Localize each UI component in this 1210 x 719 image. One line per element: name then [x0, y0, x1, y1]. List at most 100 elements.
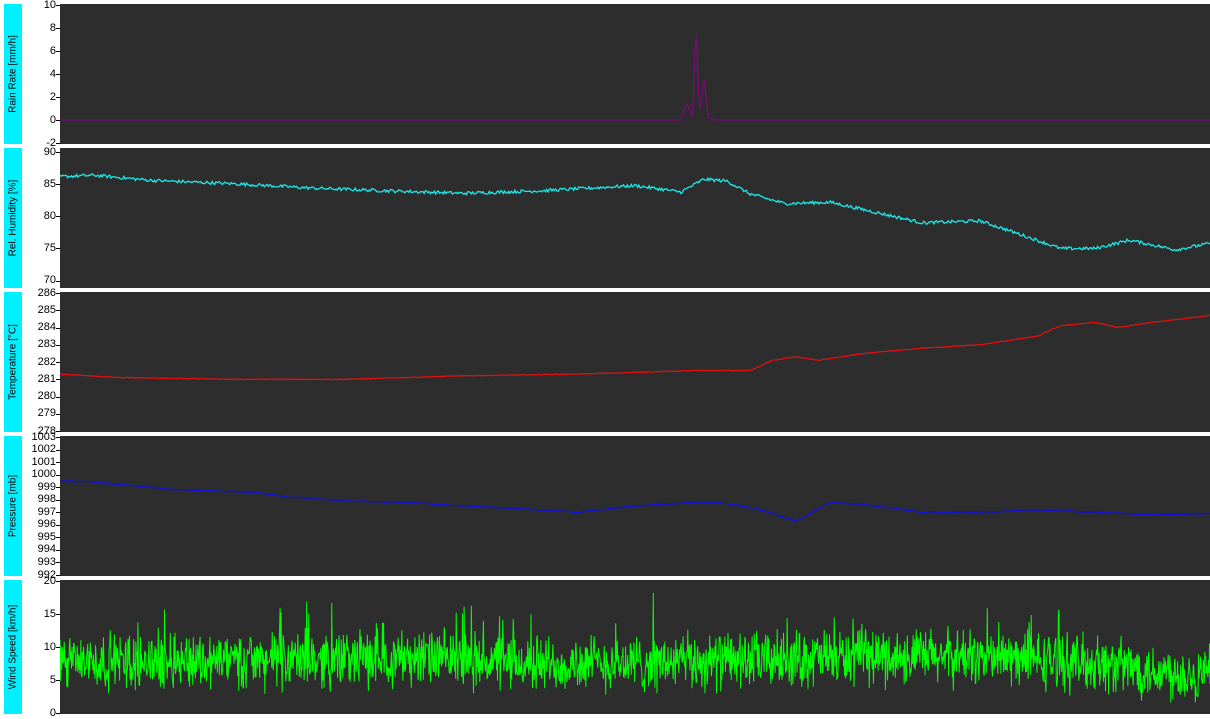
- y-axis-label-box: Pressure [mb]: [4, 436, 22, 576]
- plot-area: [60, 148, 1210, 288]
- y-axis-ticks: 70 75 80 85 90: [22, 145, 60, 288]
- y-tick-mark: [56, 310, 60, 312]
- plot-background: [60, 292, 1210, 432]
- y-tick-label: 998: [37, 493, 56, 506]
- y-tick-label: 15: [43, 607, 56, 620]
- plot-area: [60, 4, 1210, 144]
- plot-area: [60, 436, 1210, 576]
- y-tick-label: 10: [43, 640, 56, 653]
- y-tick-label: 993: [37, 555, 56, 568]
- y-tick-mark: [56, 549, 60, 551]
- y-tick-label: 282: [37, 355, 56, 368]
- y-tick-mark: [56, 413, 60, 415]
- y-tick-label: 6: [49, 44, 56, 57]
- plot-area: [60, 580, 1210, 714]
- y-tick-mark: [56, 293, 60, 294]
- y-tick-label: 90: [43, 145, 56, 158]
- y-tick-label: 75: [43, 241, 56, 254]
- y-tick-mark: [56, 379, 60, 381]
- series-line: [60, 592, 1210, 703]
- y-tick-label: 999: [37, 480, 56, 493]
- y-tick-label: 10: [43, 0, 56, 11]
- y-tick-label: 1001: [31, 455, 56, 468]
- y-tick-label: 997: [37, 505, 56, 518]
- y-tick-label: 278: [37, 424, 56, 437]
- wind-speed-panel: Wind Speed [km/h] 0 5 10 15 20: [0, 575, 1210, 718]
- y-tick-mark: [56, 647, 60, 648]
- y-tick-label: 8: [49, 21, 56, 34]
- y-tick-mark: [56, 152, 60, 154]
- y-tick-mark: [56, 614, 60, 615]
- y-tick-label: 0: [49, 706, 56, 719]
- y-tick-mark: [56, 28, 60, 29]
- y-axis-label: Wind Speed [km/h]: [7, 604, 19, 690]
- y-tick-label: 5: [49, 673, 56, 686]
- y-axis-label-box: Rel. Humidity [%]: [4, 148, 22, 288]
- y-tick-mark: [56, 437, 60, 438]
- y-tick-mark: [56, 499, 60, 501]
- y-tick-mark: [56, 5, 60, 6]
- series-line: [60, 173, 1210, 252]
- y-tick-label: 283: [37, 338, 56, 351]
- y-tick-mark: [56, 680, 60, 681]
- temperature-panel: Temperature [°C] 278 279 280 281 282 283 284 285…: [0, 287, 1210, 436]
- y-axis-label: Rel. Humidity [%]: [7, 179, 19, 257]
- y-tick-mark: [56, 562, 60, 564]
- y-tick-mark: [56, 431, 60, 432]
- y-tick-mark: [56, 327, 60, 329]
- plot-background: [60, 4, 1210, 144]
- y-tick-mark: [56, 512, 60, 514]
- y-tick-mark: [56, 487, 60, 489]
- plot-area: [60, 292, 1210, 432]
- y-axis-ticks: 278 279 280 281 282 283 284 285 286: [22, 287, 60, 436]
- y-tick-label: 281: [37, 372, 56, 385]
- y-tick-label: 284: [37, 321, 56, 333]
- y-tick-label: 1002: [31, 443, 56, 456]
- series-line: [60, 479, 1210, 522]
- y-tick-mark: [56, 362, 60, 363]
- y-axis-ticks: -2 0 2 4 6 8 10: [22, 0, 60, 148]
- y-tick-mark: [56, 280, 60, 282]
- y-tick-mark: [56, 344, 60, 346]
- rain-rate-panel: Rain Rate [mm/h] -2 0 2 4 6 8 10: [0, 0, 1210, 148]
- y-tick-label: 285: [37, 303, 56, 316]
- plot-background: [60, 148, 1210, 288]
- y-tick-label: 1000: [31, 468, 56, 481]
- y-tick-mark: [56, 51, 60, 52]
- y-tick-label: 4: [49, 67, 56, 80]
- y-tick-mark: [56, 524, 60, 526]
- series-line: [60, 35, 1210, 121]
- y-tick-label: 0: [49, 113, 56, 126]
- y-tick-label: -2: [46, 136, 56, 149]
- y-tick-mark: [56, 248, 60, 250]
- y-tick-label: 996: [37, 518, 56, 531]
- y-tick-mark: [56, 462, 60, 464]
- y-tick-label: 85: [43, 177, 56, 190]
- y-axis-label: Rain Rate [mm/h]: [7, 35, 19, 113]
- y-tick-label: 992: [37, 568, 56, 581]
- y-tick-label: 80: [43, 209, 56, 222]
- y-tick-mark: [56, 396, 60, 398]
- series-line: [60, 314, 1210, 381]
- y-tick-mark: [56, 474, 60, 476]
- y-axis-label: Temperature [°C]: [7, 324, 19, 400]
- y-tick-label: 994: [37, 543, 56, 556]
- y-tick-label: 279: [37, 407, 56, 420]
- y-tick-label: 20: [43, 574, 56, 587]
- y-tick-label: 280: [37, 390, 56, 402]
- y-axis-label: Pressure [mb]: [7, 474, 19, 538]
- pressure-panel: Pressure [mb] 992 993 994 995 996 997 998 999 100…: [0, 431, 1210, 580]
- y-tick-mark: [56, 216, 60, 218]
- y-axis-label-box: Wind Speed [km/h]: [4, 580, 22, 714]
- y-tick-mark: [56, 537, 60, 539]
- y-tick-label: 286: [37, 286, 56, 299]
- y-tick-mark: [56, 143, 60, 144]
- y-tick-label: 995: [37, 530, 56, 543]
- humidity-panel: Rel. Humidity [%] 70 75 80 85 90: [0, 145, 1210, 288]
- y-tick-mark: [56, 74, 60, 75]
- y-tick-mark: [56, 120, 60, 121]
- y-tick-label: 70: [43, 274, 56, 287]
- y-axis-label-box: Temperature [°C]: [4, 292, 22, 432]
- y-tick-mark: [56, 449, 60, 451]
- y-axis-label-box: Rain Rate [mm/h]: [4, 4, 22, 144]
